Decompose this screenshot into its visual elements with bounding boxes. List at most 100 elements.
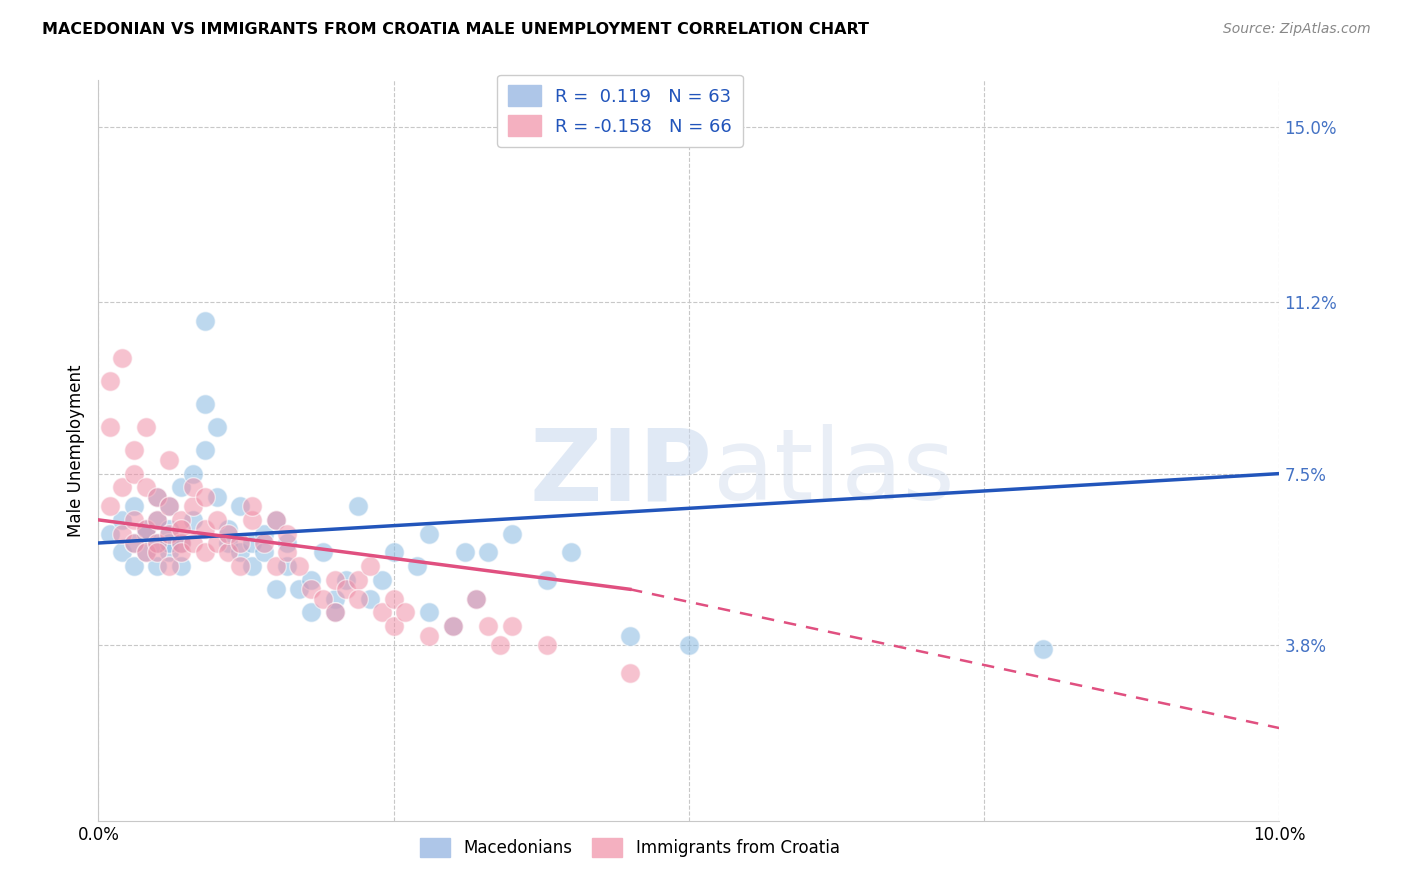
Point [194,314,217,328]
Point [299,606,322,620]
Point [536,573,558,587]
Point [359,591,381,606]
Point [122,443,145,458]
Point [264,513,287,527]
Point [477,619,499,633]
Text: ZIP: ZIP [530,425,713,521]
Point [323,606,346,620]
Point [536,638,558,652]
Point [288,582,311,597]
Point [264,559,287,574]
Point [299,573,322,587]
Point [619,628,641,642]
Point [170,536,193,550]
Point [501,619,523,633]
Point [146,559,169,574]
Point [382,545,405,559]
Point [135,420,157,434]
Point [253,536,276,550]
Point [418,526,440,541]
Point [98,420,121,434]
Point [406,559,429,574]
Point [122,536,145,550]
Point [111,545,134,559]
Point [146,490,169,504]
Point [441,619,464,633]
Point [146,536,169,550]
Point [170,536,193,550]
Point [347,573,370,587]
Point [111,526,134,541]
Point [240,536,263,550]
Point [253,545,276,559]
Point [122,499,145,513]
Point [217,536,239,550]
Point [288,559,311,574]
Point [157,526,180,541]
Point [146,513,169,527]
Point [181,513,204,527]
Point [240,513,263,527]
Point [240,499,263,513]
Point [194,397,217,411]
Point [157,499,180,513]
Text: Source: ZipAtlas.com: Source: ZipAtlas.com [1223,22,1371,37]
Point [157,522,180,536]
Point [465,591,488,606]
Point [194,490,217,504]
Point [181,467,204,481]
Point [276,526,298,541]
Point [276,559,298,574]
Point [347,591,370,606]
Point [205,513,228,527]
Point [418,628,440,642]
Point [217,526,239,541]
Text: MACEDONIAN VS IMMIGRANTS FROM CROATIA MALE UNEMPLOYMENT CORRELATION CHART: MACEDONIAN VS IMMIGRANTS FROM CROATIA MA… [42,22,869,37]
Point [501,526,523,541]
Point [111,481,134,495]
Point [170,481,193,495]
Point [122,536,145,550]
Point [170,559,193,574]
Text: atlas: atlas [713,425,955,521]
Point [323,573,346,587]
Point [181,499,204,513]
Point [205,490,228,504]
Point [312,591,335,606]
Point [98,526,121,541]
Point [146,545,169,559]
Point [394,606,416,620]
Point [122,467,145,481]
Point [477,545,499,559]
Point [264,513,287,527]
Point [382,591,405,606]
Point [418,606,440,620]
Point [157,452,180,467]
Point [299,582,322,597]
Point [111,351,134,365]
Point [229,559,252,574]
Point [181,481,204,495]
Y-axis label: Male Unemployment: Male Unemployment [66,364,84,537]
Point [98,374,121,388]
Point [276,545,298,559]
Point [194,522,217,536]
Point [1032,642,1054,657]
Point [146,536,169,550]
Point [217,545,239,559]
Point [157,536,180,550]
Point [135,522,157,536]
Point [312,545,335,559]
Point [678,638,700,652]
Point [323,591,346,606]
Point [489,638,512,652]
Point [359,559,381,574]
Point [276,536,298,550]
Point [157,545,180,559]
Point [157,499,180,513]
Point [194,545,217,559]
Point [170,513,193,527]
Point [335,582,357,597]
Point [205,536,228,550]
Point [323,606,346,620]
